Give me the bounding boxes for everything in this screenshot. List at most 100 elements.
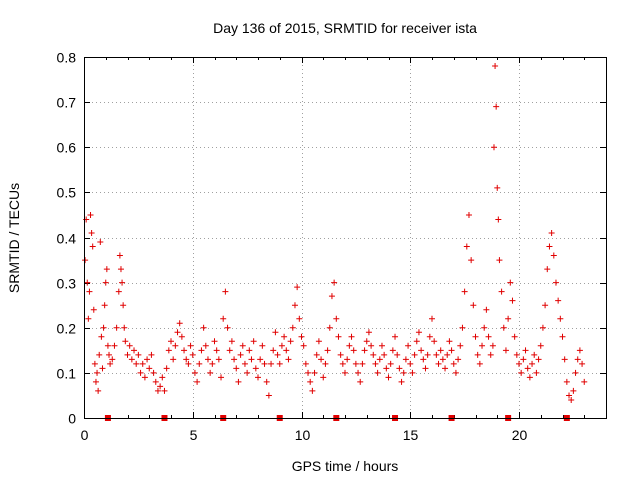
data-point xyxy=(294,284,301,291)
data-point xyxy=(97,239,104,246)
data-point xyxy=(457,342,464,349)
data-point xyxy=(281,333,288,340)
data-point xyxy=(133,360,140,367)
data-point xyxy=(526,374,533,381)
data-point xyxy=(139,360,146,367)
data-point xyxy=(246,347,253,354)
data-point xyxy=(581,378,588,385)
data-point xyxy=(559,333,566,340)
data-point xyxy=(570,387,577,394)
data-point xyxy=(378,342,385,349)
data-point xyxy=(381,351,388,358)
data-point xyxy=(152,378,159,385)
data-point xyxy=(85,315,92,322)
data-point xyxy=(98,333,105,340)
data-point xyxy=(154,387,161,394)
data-point xyxy=(148,351,155,358)
data-points xyxy=(82,63,588,403)
data-point xyxy=(548,229,555,236)
data-point xyxy=(557,315,564,322)
data-point xyxy=(128,356,135,363)
data-point xyxy=(324,347,331,354)
data-point xyxy=(131,347,138,354)
data-point xyxy=(172,342,179,349)
data-point xyxy=(119,279,126,286)
data-point xyxy=(531,351,538,358)
data-point xyxy=(537,342,544,349)
data-point xyxy=(448,347,455,354)
data-point xyxy=(409,369,416,376)
data-point xyxy=(141,374,148,381)
data-point xyxy=(574,356,581,363)
data-point xyxy=(84,279,91,286)
data-point xyxy=(268,360,275,367)
data-point xyxy=(376,356,383,363)
data-point xyxy=(496,257,503,264)
data-point xyxy=(470,302,477,309)
data-point xyxy=(95,387,102,394)
data-point xyxy=(296,315,303,322)
data-point xyxy=(342,369,348,376)
data-point xyxy=(174,329,181,336)
data-point xyxy=(289,324,296,331)
data-point xyxy=(204,356,211,363)
data-point xyxy=(507,279,514,286)
data-point xyxy=(213,347,220,354)
data-point xyxy=(126,342,133,349)
data-point xyxy=(237,351,244,358)
data-point xyxy=(117,266,124,273)
data-point xyxy=(150,369,157,376)
data-point xyxy=(505,315,512,322)
data-point xyxy=(252,365,259,372)
data-point xyxy=(344,356,351,363)
data-point xyxy=(163,365,170,372)
data-point xyxy=(398,378,405,385)
data-point xyxy=(161,387,168,394)
data-point xyxy=(546,243,553,250)
data-point xyxy=(490,144,497,151)
data-point xyxy=(107,360,114,367)
data-point xyxy=(555,297,562,304)
data-point xyxy=(287,338,294,345)
data-point xyxy=(368,342,375,349)
data-point xyxy=(90,306,97,313)
data-point xyxy=(255,374,261,381)
data-point xyxy=(465,211,472,218)
data-point xyxy=(233,365,240,372)
data-point xyxy=(88,229,95,236)
data-point xyxy=(422,365,429,372)
x-tick-label: 10 xyxy=(295,427,311,443)
data-point xyxy=(392,333,399,340)
data-point xyxy=(187,342,194,349)
x-tick-label: 0 xyxy=(81,427,89,443)
data-point xyxy=(218,374,225,381)
data-point xyxy=(433,351,440,358)
data-point xyxy=(168,338,174,345)
data-point xyxy=(159,374,166,381)
data-point xyxy=(337,351,344,358)
data-point xyxy=(183,356,190,363)
data-point xyxy=(165,347,172,354)
data-point xyxy=(222,288,229,295)
data-point xyxy=(121,324,128,331)
data-point xyxy=(285,356,292,363)
data-point xyxy=(135,351,142,358)
data-point xyxy=(468,257,475,264)
y-tick-labels: 0 0.1 0.2 0.3 0.4 0.5 0.6 0.7 0.8 xyxy=(57,50,77,427)
data-point xyxy=(426,333,433,340)
y-tick-label: 0.8 xyxy=(57,50,77,66)
data-point xyxy=(389,347,396,354)
data-point xyxy=(176,320,183,327)
data-point xyxy=(194,378,201,385)
data-point xyxy=(101,302,108,309)
data-point xyxy=(444,351,451,358)
data-point xyxy=(322,360,329,367)
data-point xyxy=(283,347,290,354)
data-point xyxy=(485,333,492,340)
data-point xyxy=(493,103,500,110)
data-point xyxy=(307,378,314,385)
data-point xyxy=(244,369,251,376)
data-point xyxy=(452,369,459,376)
data-point xyxy=(372,360,379,367)
data-point xyxy=(257,356,264,363)
